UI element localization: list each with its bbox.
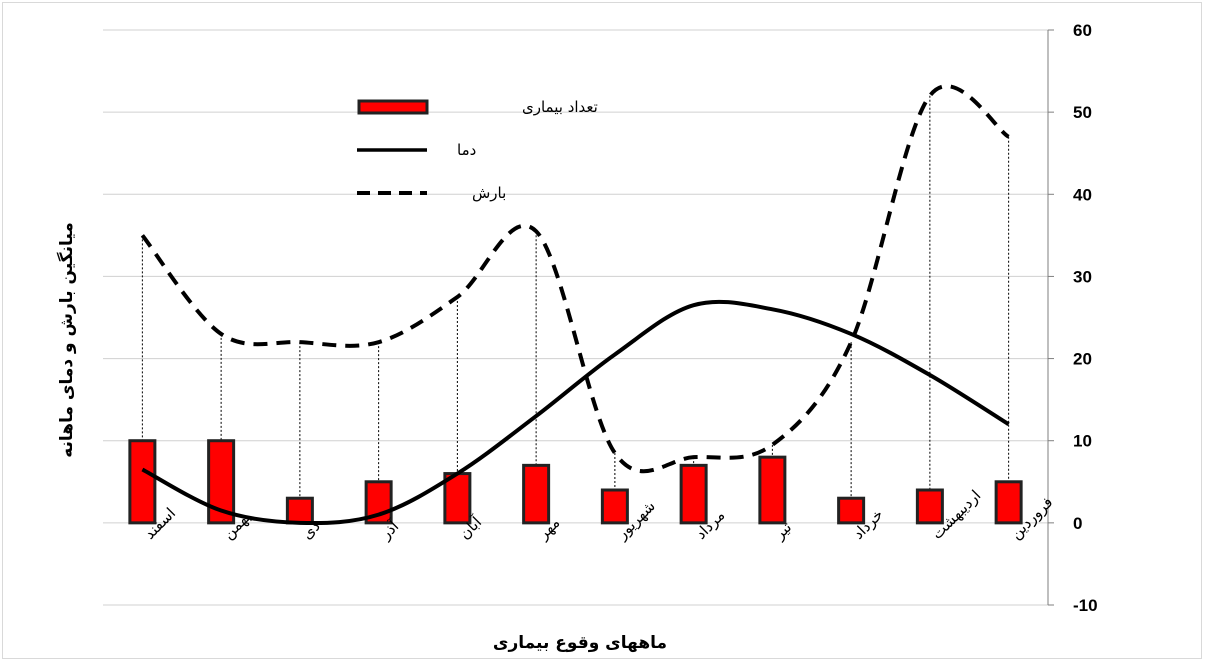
legend-swatch-bars [357,99,429,115]
legend-label-bars: تعداد بیماری [522,98,598,116]
bar [285,496,314,525]
y-axis-title: میانگین بارش و دمای ماهانه [56,222,77,458]
x-axis-title: ماههای وقوع بیماری [493,633,667,653]
y-tick-label: 20 [1073,350,1092,369]
line-series [140,84,1010,526]
precipitation-line [140,84,1010,474]
y-tick-label: 10 [1073,432,1092,451]
legend: تعداد بیماری دما بارش [357,98,598,202]
drop-lines [141,95,1010,523]
y-tick-labels: 60 50 40 30 20 10 0 -10 [1073,21,1098,615]
y-tick-label: 0 [1073,514,1082,533]
bar [128,439,157,525]
temperature-line [141,299,1010,526]
bar [994,480,1023,525]
bar [915,488,944,525]
bar [758,455,787,525]
y-tick-label: 30 [1073,267,1092,286]
y-tick-label: 40 [1073,185,1092,204]
bar [522,463,551,525]
gridlines [103,29,1048,606]
legend-item-precipitation: بارش [357,184,506,202]
bar-series [128,439,1023,525]
legend-label-temperature: دما [457,141,476,159]
y-tick-label: 50 [1073,103,1092,122]
bar [600,488,629,525]
y-tick-label: 60 [1073,21,1092,40]
y-tick-label: -10 [1073,596,1098,615]
legend-item-temperature: دما [357,141,476,159]
bar [679,463,708,525]
y-axis [1047,29,1054,606]
bar [837,496,866,525]
legend-item-bars: تعداد بیماری [357,98,598,116]
legend-label-precipitation: بارش [472,184,506,202]
